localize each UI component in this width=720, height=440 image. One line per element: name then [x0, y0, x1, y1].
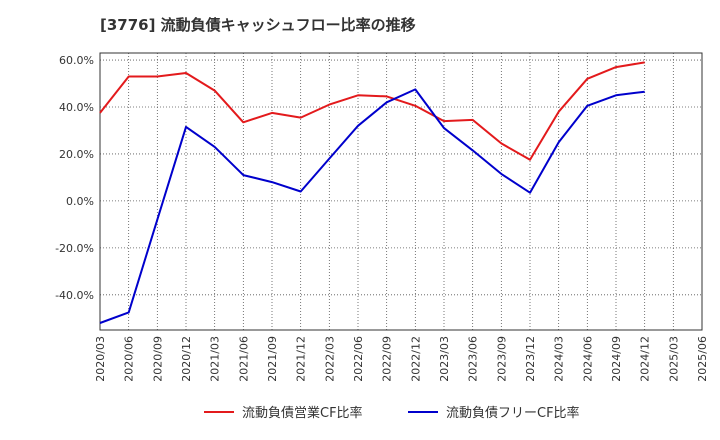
plot-area-border: [99, 52, 703, 331]
y-tick-label: -40.0%: [55, 289, 94, 302]
chart-title: [3776] 流動負債キャッシュフロー比率の推移: [100, 16, 416, 34]
x-tick-label: 2020/03: [94, 336, 107, 382]
x-tick-label: 2022/12: [409, 336, 422, 382]
x-tick-label: 2020/12: [180, 336, 193, 382]
y-tick-label: -20.0%: [55, 242, 94, 255]
x-tick-label: 2020/06: [123, 336, 136, 382]
x-tick-label: 2021/06: [237, 336, 250, 382]
x-tick-label: 2025/06: [696, 336, 709, 382]
x-tick-label: 2021/03: [209, 336, 222, 382]
x-tick-label: 2022/09: [381, 336, 394, 382]
series-lines: [99, 61, 645, 324]
x-tick-label: 2025/03: [667, 336, 680, 382]
legend-label-1: 流動負債営業CF比率: [242, 405, 363, 421]
legend: 流動負債営業CF比率 流動負債フリーCF比率: [204, 405, 580, 421]
x-tick-label: 2022/06: [352, 336, 365, 382]
x-tick-labels: 2020/03 2020/06 2020/09 2020/12 2021/03 2021/…: [94, 336, 709, 382]
x-tick-label: 2021/12: [295, 336, 308, 382]
grid-lines: [99, 53, 703, 330]
x-tick-label: 2022/03: [323, 336, 336, 382]
x-tick-label: 2021/09: [266, 336, 279, 382]
x-tick-label: 2024/06: [581, 336, 594, 382]
y-tick-label: 20.0%: [59, 148, 94, 161]
axes: [99, 52, 703, 331]
x-tick-label: 2023/06: [467, 336, 480, 382]
legend-label-2: 流動負債フリーCF比率: [446, 405, 580, 421]
x-tick-label: 2023/03: [438, 336, 451, 382]
x-tick-label: 2024/12: [639, 336, 652, 382]
y-tick-label: 60.0%: [59, 54, 94, 67]
series-line-2: [99, 88, 645, 324]
x-tick-label: 2024/03: [553, 336, 566, 382]
y-tick-labels: 60.0% 40.0% 20.0% 0.0% -20.0% -40.0%: [55, 54, 94, 302]
y-tick-label: 40.0%: [59, 101, 94, 114]
series-line-1: [99, 61, 645, 161]
y-tick-label: 0.0%: [66, 195, 94, 208]
x-tick-label: 2024/09: [610, 336, 623, 382]
x-tick-label: 2023/09: [495, 336, 508, 382]
x-tick-label: 2020/09: [151, 336, 164, 382]
x-tick-label: 2023/12: [524, 336, 537, 382]
